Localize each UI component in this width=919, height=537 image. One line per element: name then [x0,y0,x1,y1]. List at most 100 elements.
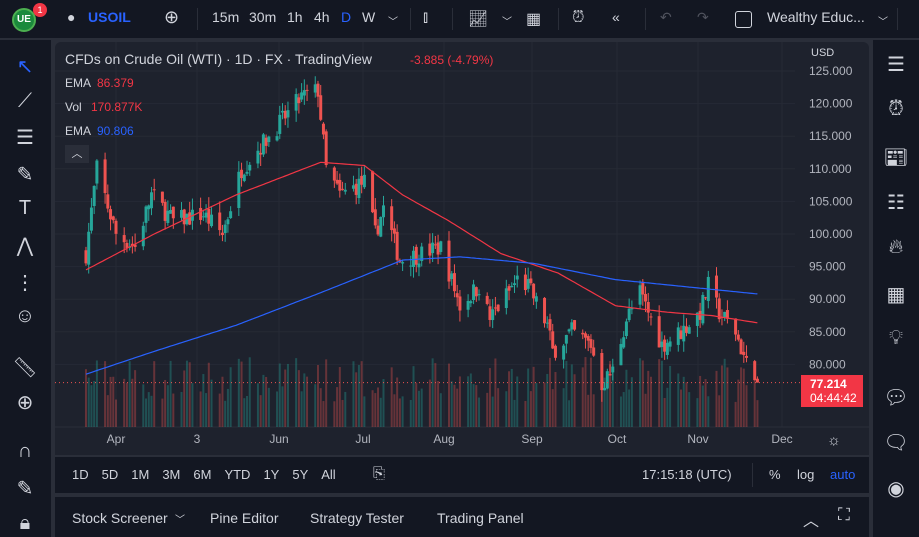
zoom-icon[interactable]: ⊕ [16,392,34,414]
compare-date-icon[interactable]: ⎘ [373,465,386,482]
log-scale-toggle[interactable]: log [797,467,815,482]
compare-add-icon[interactable]: ⊕ [164,7,180,27]
candle-body [491,309,495,321]
fullscreen-icon[interactable]: ⛶ [838,505,850,524]
alert-icon[interactable]: ⏰︎ [572,9,585,26]
emoji-icon[interactable]: ☺ [14,305,36,327]
range-ytd[interactable]: YTD [224,467,251,482]
chevron-down-icon[interactable]: ﹀ [175,515,185,526]
interval-1h[interactable]: 1h [287,9,303,25]
candle-body [223,224,227,234]
candle-body [414,246,418,265]
volume-bar [205,393,208,427]
tab-pine-editor[interactable]: Pine Editor [210,510,279,526]
volume-bar [570,364,573,427]
collapse-legend-button[interactable]: ︿ [65,145,89,163]
ema-slow-line [85,256,758,375]
volume-bar [286,363,289,427]
lock-icon[interactable]: 🔒︎ [19,512,31,534]
range-6m[interactable]: 6M [193,467,212,482]
candle-body [649,316,653,318]
price-chart[interactable]: 125.000 120.000 115.000 110.000 105.000 100.0… [55,42,869,455]
magnet-icon[interactable]: ∩ [17,440,33,462]
candle-body [532,283,536,299]
volume-bar [284,369,287,427]
layout-checkbox[interactable] [735,11,752,28]
candle-body [294,94,298,111]
candle-body [493,307,497,309]
interval-30m[interactable]: 30m [249,9,277,25]
pattern-icon[interactable]: ⋀ [16,235,34,257]
templates-icon[interactable]: ▦ [526,11,542,28]
redo-icon[interactable]: ↷ [697,9,709,25]
lock-drawing-icon[interactable]: ✎ [16,478,34,500]
candle-body [141,225,145,247]
replay-icon[interactable]: « [612,9,620,25]
volume-bar [660,360,663,427]
range-3m[interactable]: 3M [162,467,181,482]
cursor-icon[interactable]: ↖ [16,56,34,78]
candle-body [149,192,153,209]
candle-body [622,337,626,348]
range-5d[interactable]: 5D [101,467,119,482]
chevron-down-icon[interactable]: ﹀ [502,17,512,28]
range-1y[interactable]: 1Y [263,467,280,482]
interval-w[interactable]: W [362,9,376,25]
volume-bar [431,358,434,427]
brush-icon[interactable]: ✎ [16,164,34,186]
range-1m[interactable]: 1M [131,467,150,482]
volume-bar [658,359,661,427]
volume-bar [628,389,631,427]
tab-strategy-tester[interactable]: Strategy Tester [310,510,404,526]
ideas-icon[interactable]: 💡︎ [889,327,903,349]
auto-scale-toggle[interactable]: auto [830,467,856,482]
volume-bar [259,395,262,427]
chevron-down-icon[interactable]: ﹀ [388,17,398,28]
streams-icon[interactable]: ◉ [887,478,905,500]
range-all[interactable]: All [321,467,336,482]
range-5y[interactable]: 5Y [292,467,309,482]
interval-d[interactable]: D [341,9,352,25]
chart-pane[interactable]: 125.000 120.000 115.000 110.000 105.000 100.0… [55,42,869,455]
add-list-icon[interactable]: ☷ [887,192,905,214]
bottom-panel: Stock Screener ﹀ Pine Editor Strategy Te… [55,497,869,537]
undo-icon[interactable]: ↶ [660,9,672,25]
tab-stock-screener[interactable]: Stock Screener [72,510,168,526]
volume-bar [360,361,363,427]
symbol-button[interactable]: USOIL [88,9,131,25]
watchlist-icon[interactable]: ☰ [887,54,905,76]
candles-icon[interactable]: ⫾ [423,9,429,26]
interval-15m[interactable]: 15m [212,9,240,25]
candle-body [447,240,451,282]
tab-trading-panel[interactable]: Trading Panel [437,510,524,526]
trendline-icon[interactable]: ⟋ [18,90,32,112]
currency-selector[interactable]: USD [811,47,835,59]
fib-icon[interactable]: ☰ [16,127,34,149]
expand-panel-icon[interactable]: ︿ [803,513,820,530]
ruler-icon[interactable]: 📏︎ [12,357,38,379]
hotlist-icon[interactable]: 🔥︎ [888,236,904,258]
percent-scale-toggle[interactable]: % [769,467,781,482]
range-1d[interactable]: 1D [72,467,89,482]
chats-icon[interactable]: 💬︎ [883,387,909,409]
indicators-icon[interactable]: 📈︎ [468,11,489,28]
prediction-icon[interactable]: ⋮ [15,272,35,294]
chevron-down-icon[interactable]: ﹀ [878,17,888,28]
interval-4h[interactable]: 4h [314,9,330,25]
utc-clock[interactable]: 17:15:18 (UTC) [642,467,732,482]
candle-body [529,278,533,284]
settings-sun-icon[interactable]: ☼ [827,432,841,449]
volume-bar [467,376,470,427]
news-icon[interactable]: 📰︎ [883,147,909,169]
volume-bar [246,395,249,427]
alarm-icon[interactable]: ⏰︎ [888,98,904,120]
calendar-icon[interactable]: ▦ [886,284,906,306]
volume-bar [696,398,699,427]
candle-body [371,171,375,213]
text-icon[interactable]: T [18,197,32,219]
messages-icon[interactable]: 🗨︎ [883,432,909,454]
layout-name[interactable]: Wealthy Educ... [767,9,865,25]
logo-avatar[interactable]: UE [12,8,36,32]
candle-body [122,235,126,243]
candle-body [245,171,249,174]
